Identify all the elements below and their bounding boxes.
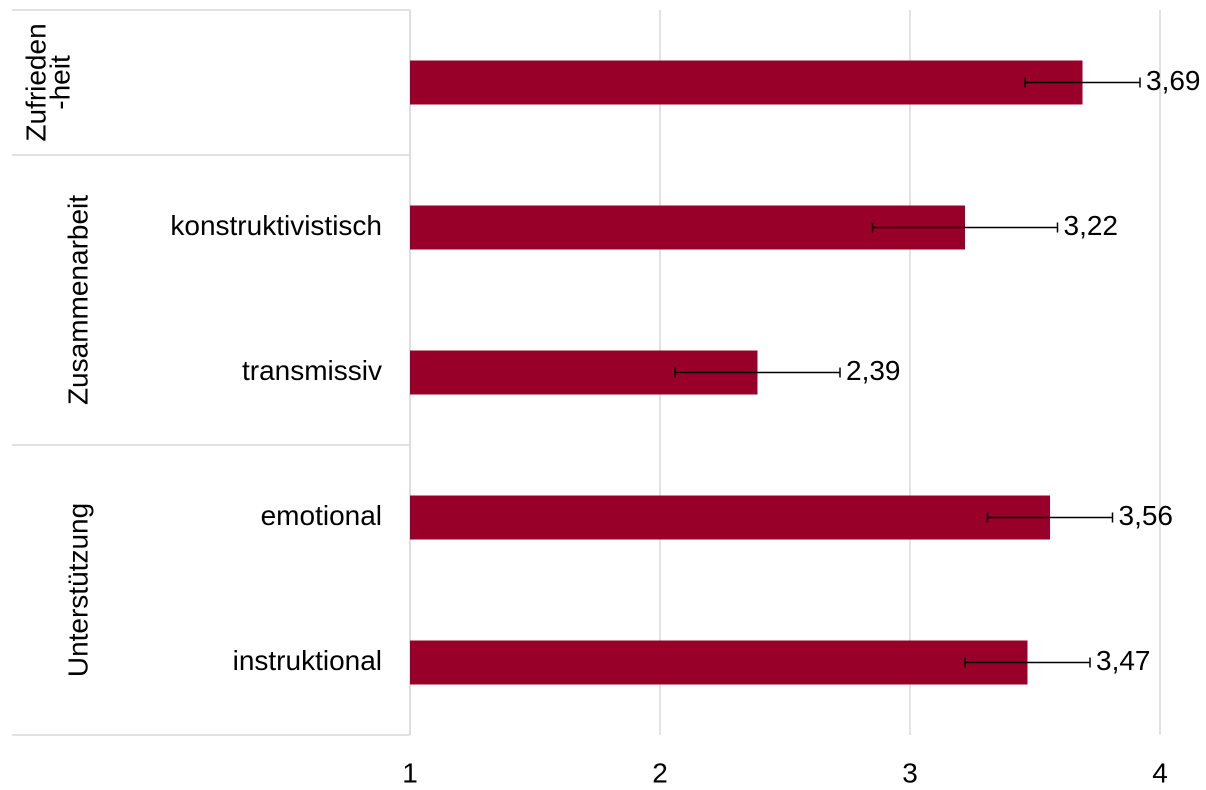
category-label: konstruktivistisch (170, 210, 382, 241)
x-tick-label: 1 (402, 757, 418, 788)
data-label: 3,69 (1146, 65, 1201, 96)
error-bar (964, 657, 1091, 668)
group-label: -heit (44, 55, 75, 110)
category-label: transmissiv (242, 355, 382, 386)
x-tick-label: 4 (1152, 757, 1168, 788)
data-label: 3,22 (1064, 210, 1119, 241)
bar (410, 60, 1083, 105)
bar (410, 495, 1050, 540)
group-label: Zusammenarbeit (62, 195, 93, 405)
x-tick-label: 2 (652, 757, 668, 788)
group-label: Unterstützung (62, 503, 93, 677)
data-label: 3,47 (1096, 645, 1151, 676)
category-label: emotional (261, 500, 382, 531)
x-tick-label: 3 (902, 757, 918, 788)
error-bar (1024, 77, 1141, 88)
bar (410, 640, 1028, 685)
group-label: Zufrieden (20, 23, 51, 141)
error-bar (674, 367, 841, 378)
category-label: instruktional (233, 645, 382, 676)
error-bar (986, 512, 1114, 523)
error-bar (871, 222, 1059, 233)
data-label: 2,39 (846, 355, 901, 386)
data-label: 3,56 (1119, 500, 1174, 531)
